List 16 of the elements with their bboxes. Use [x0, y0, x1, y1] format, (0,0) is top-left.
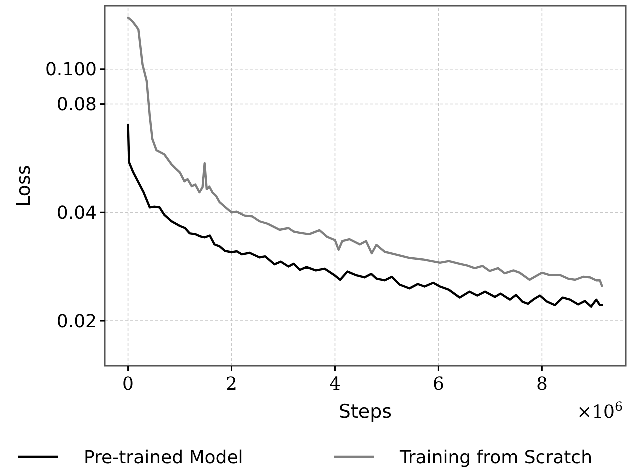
y-tick-label: 0.08: [56, 94, 97, 116]
legend-label: Pre-trained Model: [84, 447, 244, 468]
x-tick-label: 2: [226, 374, 238, 395]
x-tick-label: 8: [536, 374, 548, 395]
y-axis-title: Loss: [13, 165, 35, 207]
y-tick-label: 0.04: [56, 202, 97, 224]
line-series: [127, 16, 604, 288]
legend-label: Training from Scratch: [399, 447, 592, 468]
x-tick-label: 6: [432, 374, 444, 395]
y-tick-label: 0.100: [45, 60, 97, 81]
x-tick-label: 4: [330, 374, 341, 395]
y-tick-label: 0.02: [56, 311, 97, 332]
x-axis-title: Steps: [338, 401, 392, 423]
text: ×10$^{6}$: [576, 398, 623, 423]
line-series: [127, 124, 604, 308]
x-tick-label: 0: [122, 374, 134, 395]
